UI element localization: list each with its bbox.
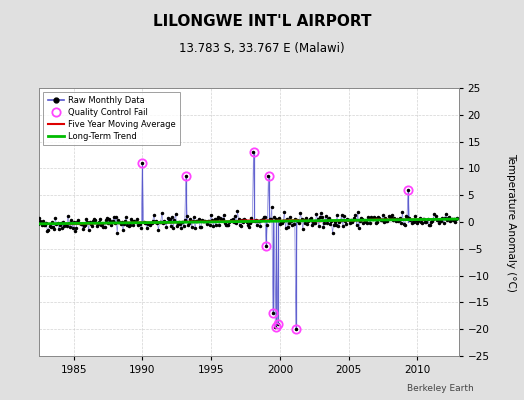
Text: LILONGWE INT'L AIRPORT: LILONGWE INT'L AIRPORT [153,14,371,29]
Text: Berkeley Earth: Berkeley Earth [408,384,474,393]
Legend: Raw Monthly Data, Quality Control Fail, Five Year Moving Average, Long-Term Tren: Raw Monthly Data, Quality Control Fail, … [43,92,180,145]
Y-axis label: Temperature Anomaly (°C): Temperature Anomaly (°C) [506,152,516,292]
Text: 13.783 S, 33.767 E (Malawi): 13.783 S, 33.767 E (Malawi) [179,42,345,55]
